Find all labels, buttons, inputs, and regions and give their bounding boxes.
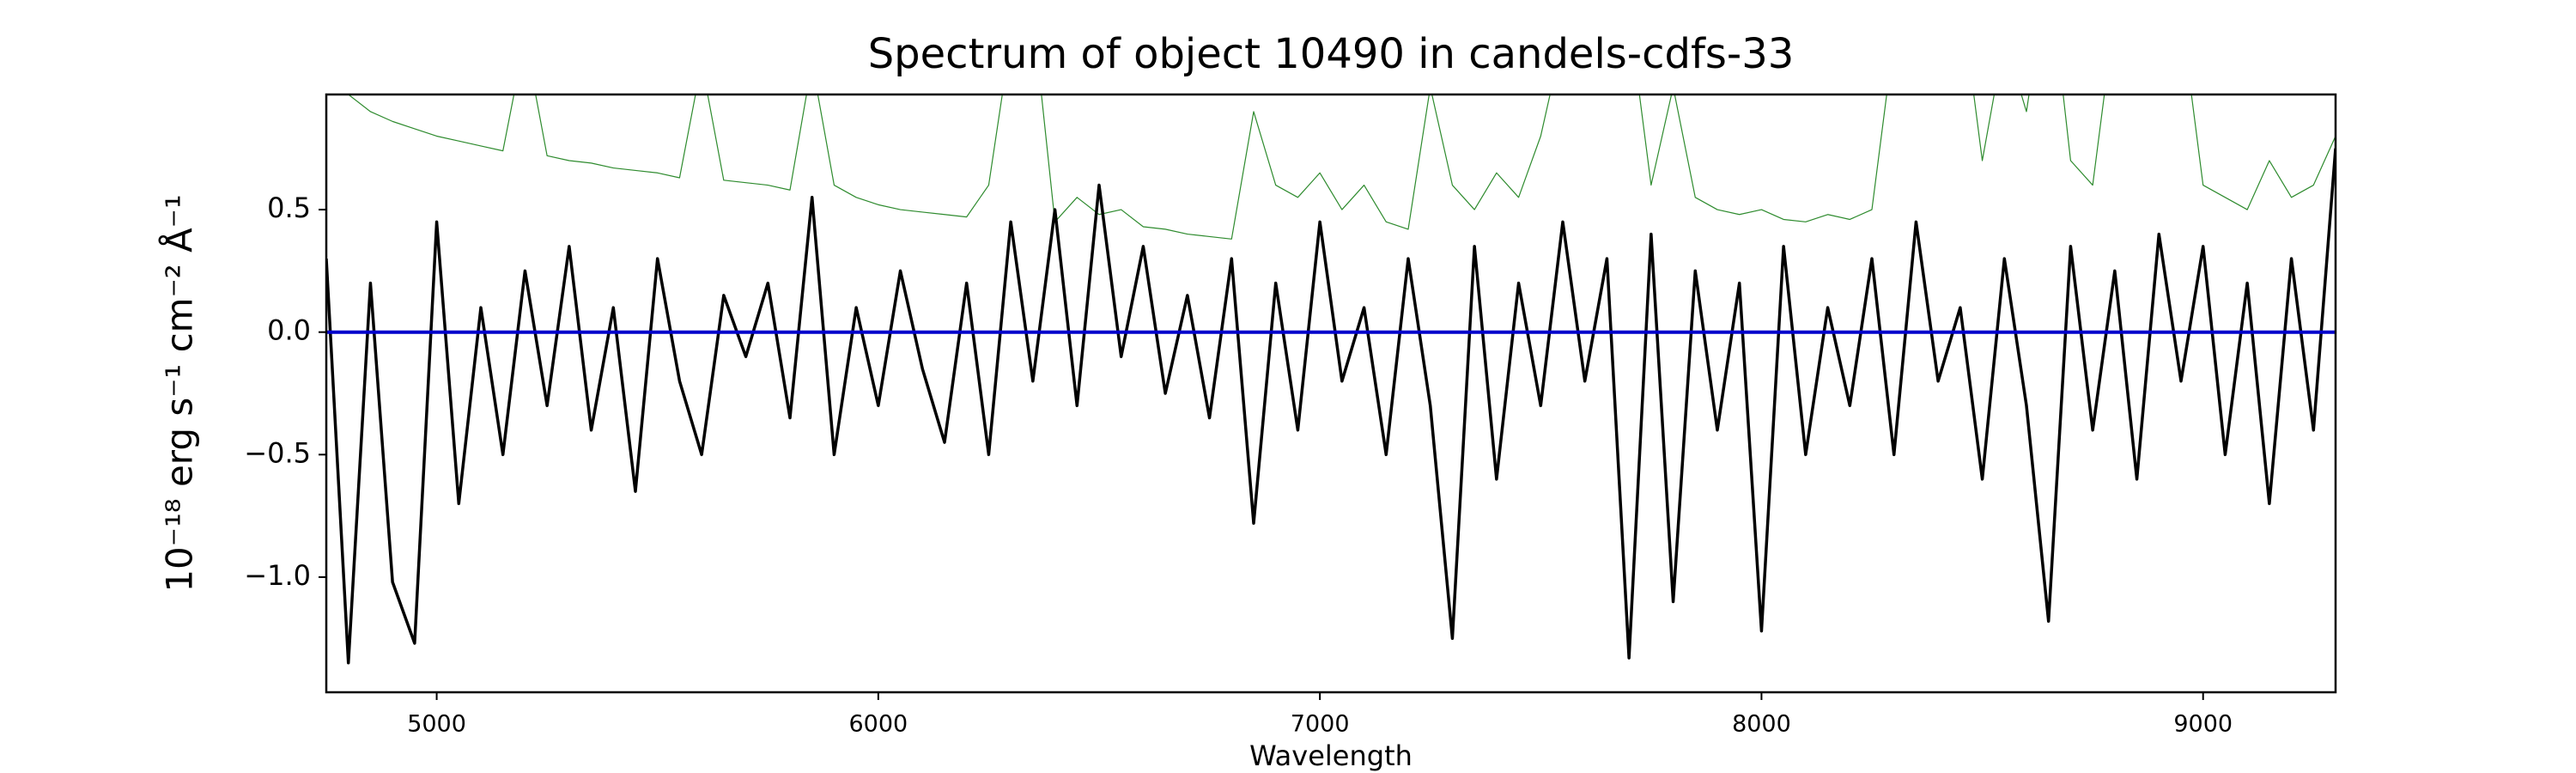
y-axis-label: 10⁻¹⁸ erg s⁻¹ cm⁻² Å⁻¹ [158, 194, 201, 592]
y-tick-label: −0.5 [244, 436, 311, 469]
spectrum-line [326, 94, 2336, 240]
x-tick-label: 8000 [1732, 711, 1791, 738]
spectrum-line [326, 148, 2336, 665]
x-tick-label: 9000 [2173, 711, 2233, 738]
plot-area [326, 94, 2336, 665]
x-axis-label: Wavelength [1249, 740, 1413, 772]
x-tick-label: 6000 [848, 711, 908, 738]
chart-title: Spectrum of object 10490 in candels-cdfs… [868, 30, 1795, 78]
y-tick-label: 0.5 [267, 192, 311, 224]
axes-frame [325, 93, 2337, 694]
y-tick-label: 0.0 [267, 314, 311, 347]
x-tick-label: 7000 [1291, 711, 1350, 738]
y-tick-label: −1.0 [244, 559, 311, 592]
x-tick-label: 5000 [407, 711, 466, 738]
